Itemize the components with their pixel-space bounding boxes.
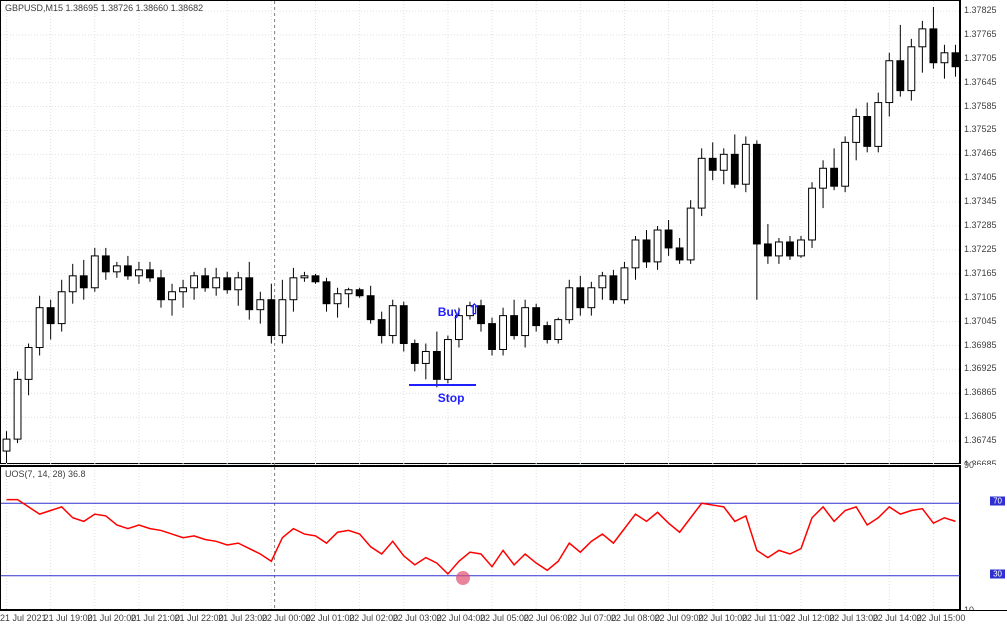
time-tick: 21 Jul 20:00 — [87, 613, 136, 623]
price-tick: 1.37105 — [964, 292, 997, 302]
price-tick: 1.36925 — [964, 363, 997, 373]
price-tick: 1.37405 — [964, 172, 997, 182]
indicator-level-label: 70 — [990, 497, 1005, 506]
price-tick: 1.37465 — [964, 148, 997, 158]
time-tick: 21 Jul 21:00 — [131, 613, 180, 623]
candle-canvas — [1, 1, 961, 465]
indicator-y-axis: 10903070 — [960, 465, 1007, 610]
time-tick: 22 Jul 01:00 — [305, 613, 354, 623]
indicator-value: 36.8 — [68, 469, 86, 479]
indicator-header: UOS(7, 14, 28) 36.8 — [5, 469, 86, 479]
indicator-name: UOS(7, 14, 28) — [5, 469, 66, 479]
time-tick: 22 Jul 15:00 — [916, 613, 965, 623]
price-tick: 1.37645 — [964, 77, 997, 87]
price-tick: 1.37765 — [964, 29, 997, 39]
time-tick: 21 Jul 22:00 — [175, 613, 224, 623]
price-tick: 1.37045 — [964, 316, 997, 326]
price-tick: 1.37585 — [964, 101, 997, 111]
price-tick: 1.37165 — [964, 268, 997, 278]
price-tick: 1.36745 — [964, 435, 997, 445]
time-tick: 22 Jul 03:00 — [393, 613, 442, 623]
time-tick: 22 Jul 07:00 — [567, 613, 616, 623]
time-tick: 22 Jul 12:00 — [785, 613, 834, 623]
price-tick: 1.36805 — [964, 411, 997, 421]
time-tick: 22 Jul 14:00 — [873, 613, 922, 623]
time-tick: 21 Jul 19:00 — [44, 613, 93, 623]
price-tick: 1.36865 — [964, 387, 997, 397]
signal-dot — [456, 571, 470, 585]
time-tick: 21 Jul 2021 — [0, 613, 47, 623]
indicator-level-label: 30 — [990, 569, 1005, 578]
buy-annotation: Buy — [438, 305, 461, 319]
time-tick: 21 Jul 23:00 — [218, 613, 267, 623]
price-tick: 1.37705 — [964, 53, 997, 63]
ohlc-label: 1.38695 1.38726 1.38660 1.38682 — [66, 3, 204, 13]
time-tick: 22 Jul 02:00 — [349, 613, 398, 623]
stop-line — [409, 384, 476, 386]
time-x-axis: 21 Jul 202121 Jul 19:0021 Jul 20:0021 Ju… — [0, 610, 1007, 630]
time-tick: 22 Jul 10:00 — [698, 613, 747, 623]
symbol-label: GBPUSD,M15 — [5, 3, 63, 13]
time-tick: 22 Jul 08:00 — [611, 613, 660, 623]
indicator-panel[interactable]: UOS(7, 14, 28) 36.8 — [0, 465, 960, 610]
price-tick: 1.37525 — [964, 124, 997, 134]
price-y-axis: 1.366851.367451.368051.368651.369251.369… — [960, 0, 1007, 464]
chart-header: GBPUSD,M15 1.38695 1.38726 1.38660 1.386… — [5, 3, 203, 13]
price-chart[interactable]: GBPUSD,M15 1.38695 1.38726 1.38660 1.386… — [0, 0, 960, 464]
time-tick: 22 Jul 06:00 — [524, 613, 573, 623]
price-tick: 1.37285 — [964, 220, 997, 230]
time-tick: 22 Jul 05:00 — [480, 613, 529, 623]
time-tick: 22 Jul 00:00 — [262, 613, 311, 623]
time-tick: 22 Jul 04:00 — [436, 613, 485, 623]
time-tick: 22 Jul 11:00 — [742, 613, 790, 623]
indicator-canvas — [1, 467, 961, 612]
indicator-tick: 90 — [964, 460, 974, 470]
time-tick: 22 Jul 13:00 — [829, 613, 878, 623]
time-tick: 22 Jul 09:00 — [655, 613, 704, 623]
price-tick: 1.37825 — [964, 5, 997, 15]
price-tick: 1.37345 — [964, 196, 997, 206]
stop-annotation: Stop — [438, 391, 465, 405]
buy-arrow-icon: ⇧ — [469, 301, 481, 318]
price-tick: 1.36985 — [964, 340, 997, 350]
price-tick: 1.37225 — [964, 244, 997, 254]
